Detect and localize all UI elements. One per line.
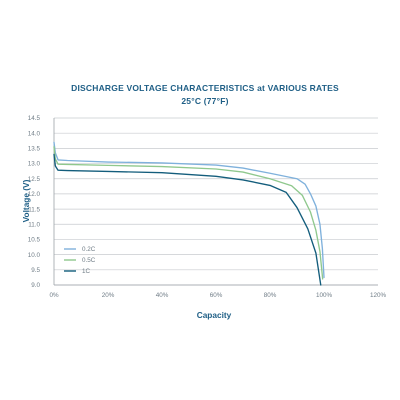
series-line-0.5C xyxy=(53,146,324,280)
y-tick-label: 14.0 xyxy=(28,130,41,137)
y-tick-label: 10.0 xyxy=(28,252,41,259)
x-axis-title: Capacity xyxy=(197,310,232,320)
y-tick-label: 11.5 xyxy=(28,206,40,213)
y-tick-label: 12.0 xyxy=(28,191,41,198)
legend-label-0.2C: 0.2C xyxy=(82,246,96,253)
y-tick-label: 9.0 xyxy=(31,282,40,289)
y-tick-label: 14.5 xyxy=(28,115,41,122)
x-tick-label: 60% xyxy=(210,292,223,299)
x-tick-label: 40% xyxy=(156,292,169,299)
legend-label-1C: 1C xyxy=(82,268,91,275)
x-tick-label: 100% xyxy=(316,292,333,299)
y-axis-title: Voltage (V) xyxy=(21,179,31,222)
chart-legend: 0.2C 0.5C 1C xyxy=(64,246,96,275)
y-tick-label: 13.0 xyxy=(28,161,41,168)
chart-subtitle: 25°C (77°F) xyxy=(181,96,228,106)
x-tick-label: 80% xyxy=(264,292,277,299)
chart-series xyxy=(53,141,325,286)
x-tick-label: 20% xyxy=(102,292,115,299)
x-tick-label: 0% xyxy=(49,292,59,299)
chart-title: DISCHARGE VOLTAGE CHARACTERISTICS at VAR… xyxy=(71,83,339,93)
x-tick-label: 120% xyxy=(370,292,387,299)
y-axis-ticks: 9.0 9.5 10.0 10.5 11.0 11.5 12.0 12.5 13.0 13.5 14… xyxy=(28,115,41,289)
y-tick-label: 9.5 xyxy=(31,267,40,274)
y-tick-label: 10.5 xyxy=(28,237,41,244)
legend-label-0.5C: 0.5C xyxy=(82,257,96,264)
series-line-1C xyxy=(53,153,322,286)
x-axis-ticks: 0% 20% 40% 60% 80% 100% 120% xyxy=(49,292,386,299)
y-tick-label: 13.5 xyxy=(28,146,41,153)
y-tick-label: 12.5 xyxy=(28,176,41,183)
chart-grid xyxy=(54,117,378,286)
y-tick-label: 11.0 xyxy=(28,221,40,228)
series-line-0.2C xyxy=(53,141,325,279)
